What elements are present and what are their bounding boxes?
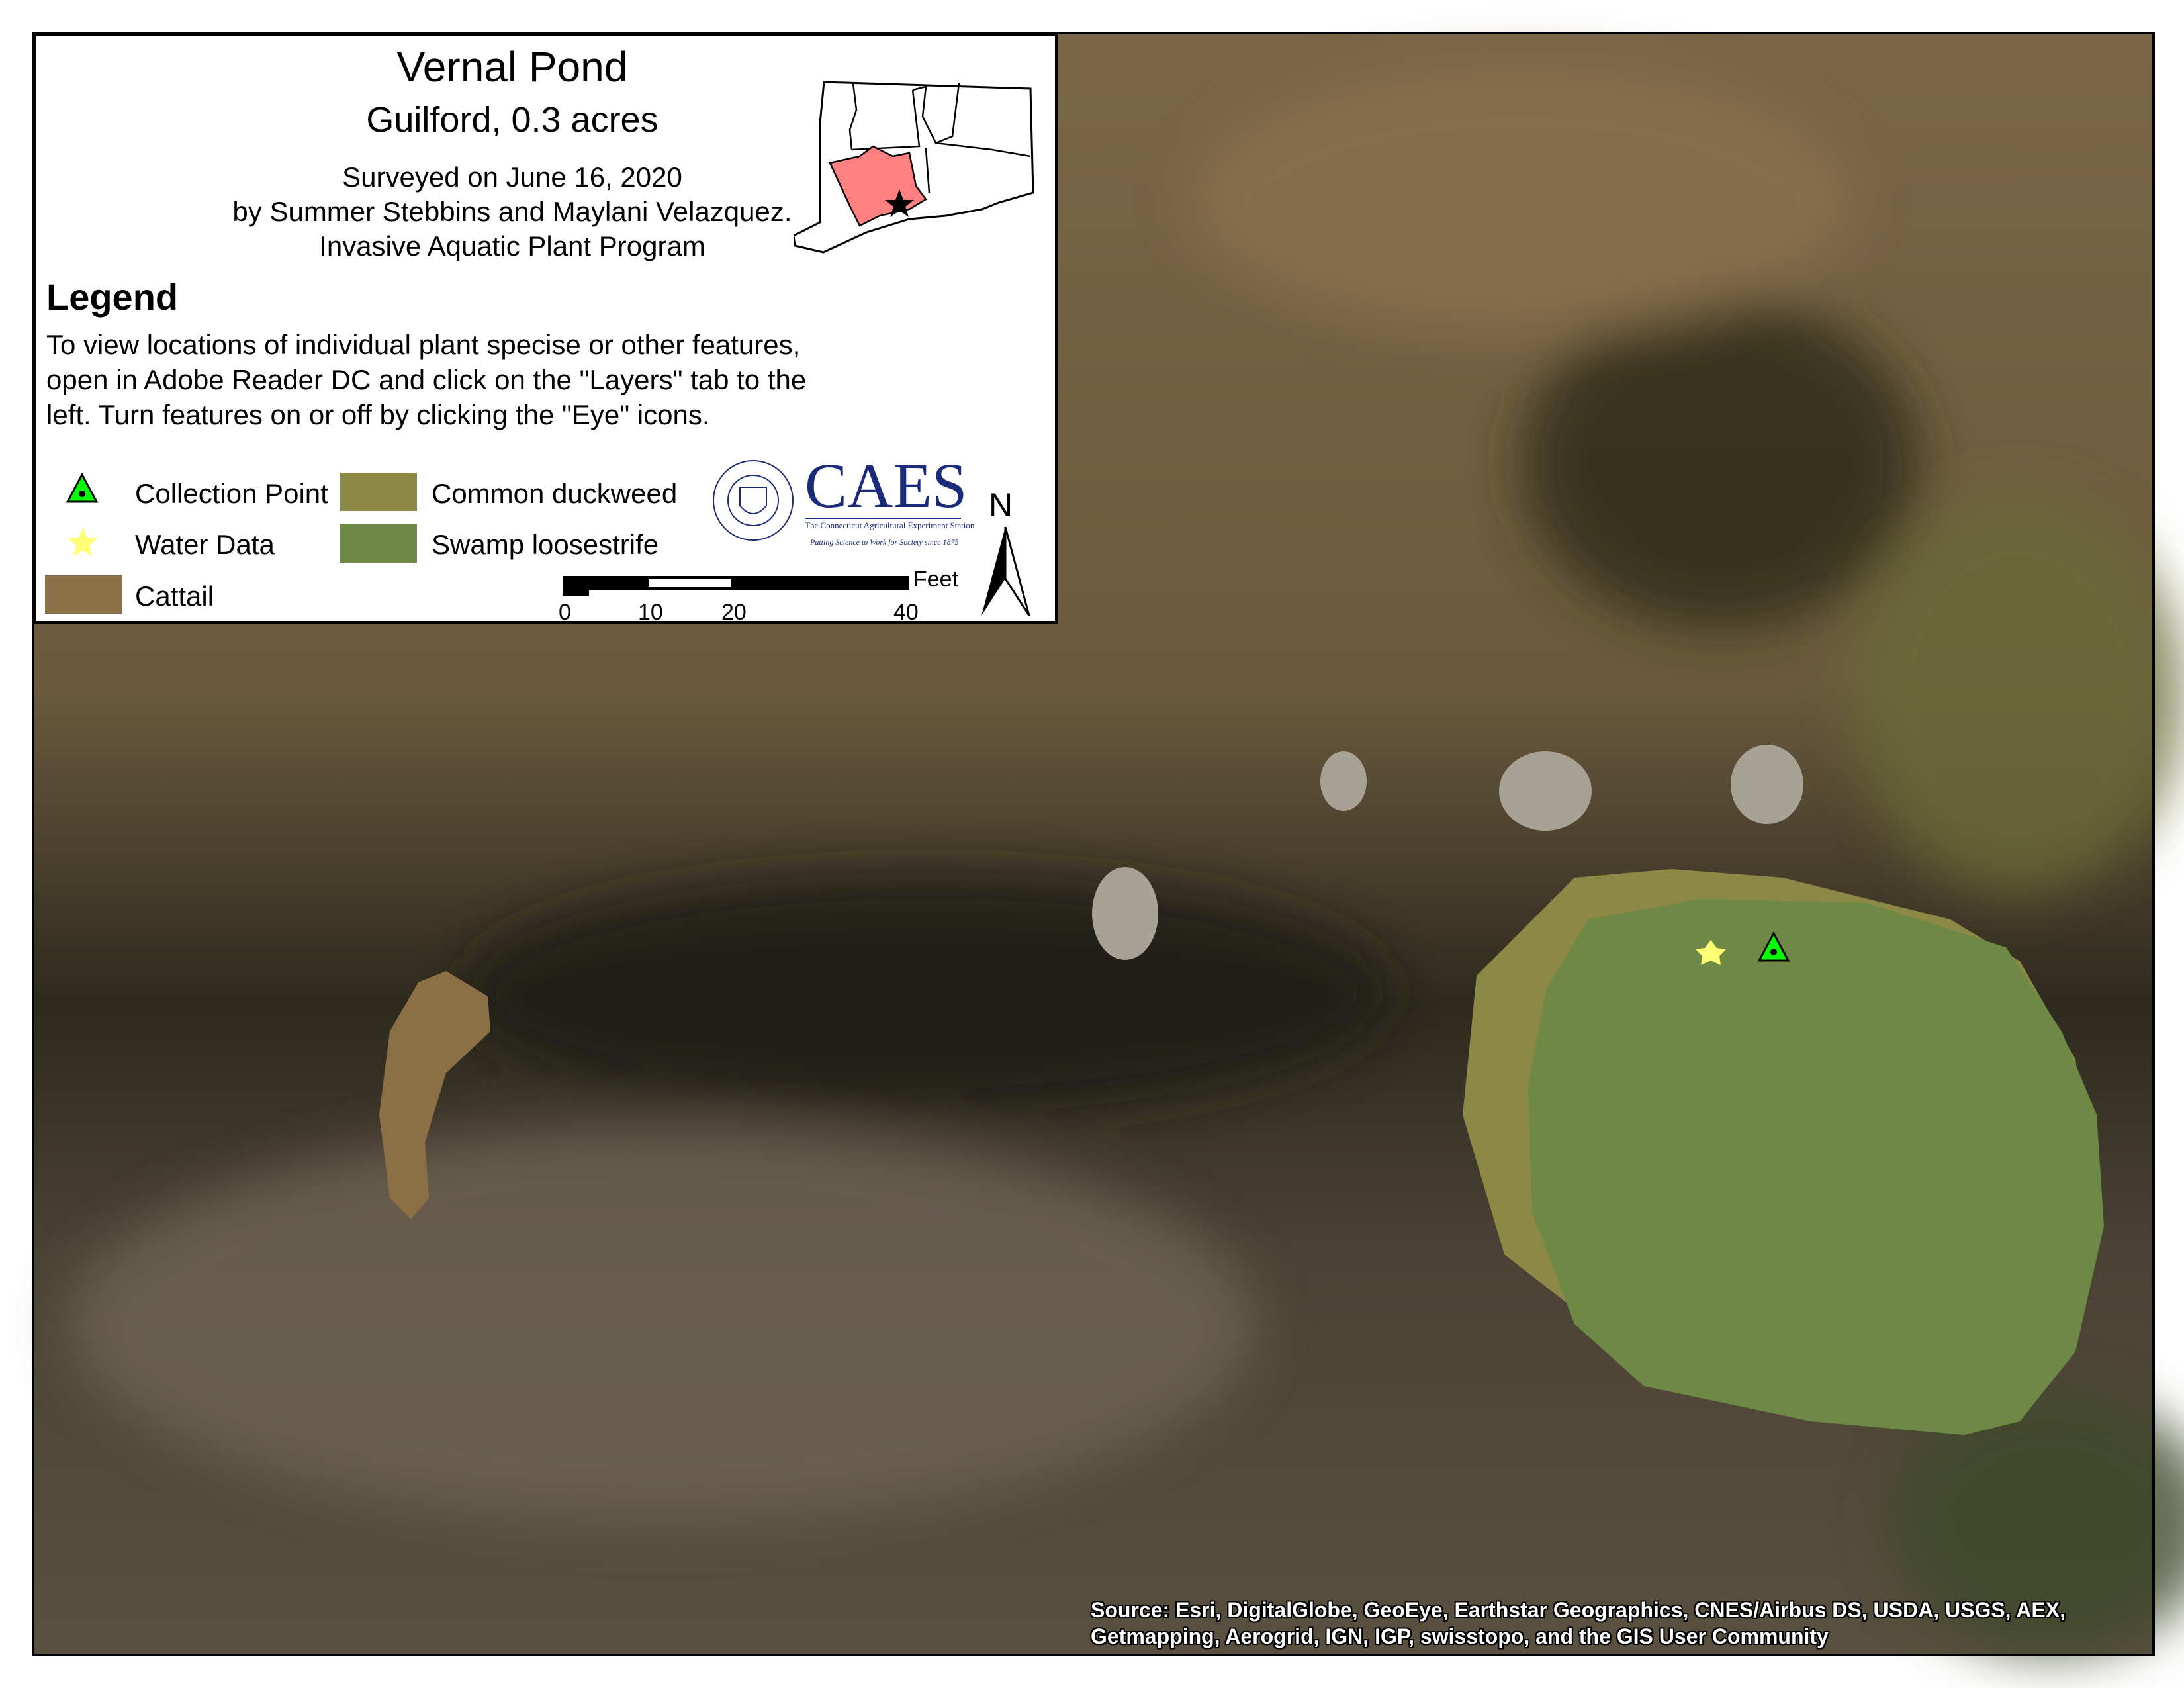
common-duckweed-swatch — [340, 473, 417, 511]
collection-point-legend-icon — [66, 473, 99, 503]
legend-label-collection-point: Collection Point — [135, 478, 328, 509]
attribution-line-2: Getmapping, Aerogrid, IGN, IGP, swisstop… — [1091, 1624, 1829, 1648]
legend-panel: Vernal Pond Guilford, 0.3 acres Surveyed… — [33, 33, 1058, 625]
location-star-icon — [885, 189, 914, 217]
surveyors: by Summer Stebbins and Maylani Velazquez… — [232, 196, 792, 227]
scale-unit: Feet — [913, 567, 959, 592]
cattail-swatch — [45, 575, 122, 614]
caes-logo-line2: Putting Science to Work for Society sinc… — [810, 538, 959, 547]
legend-label-common-duckweed: Common duckweed — [432, 478, 678, 509]
connecticut-inset-map — [794, 81, 1034, 254]
collection-point-icon[interactable] — [1757, 931, 1790, 962]
north-label: N — [989, 487, 1013, 524]
program-name: Invasive Aquatic Plant Program — [319, 230, 705, 261]
scale-tick-40: 40 — [893, 600, 919, 625]
scale-tick-10: 10 — [638, 600, 663, 625]
legend-label-cattail: Cattail — [135, 581, 214, 612]
imagery-attribution: Source: Esri, DigitalGlobe, GeoEye, Eart… — [1091, 1597, 2066, 1650]
map-subtitle: Guilford, 0.3 acres — [366, 100, 659, 140]
legend-label-swamp-loosestrife: Swamp loosestrife — [432, 529, 659, 560]
caes-seal-icon — [713, 460, 794, 541]
swamp-loosestrife-polygon[interactable] — [1528, 899, 2104, 1435]
legend-label-water-data: Water Data — [135, 529, 275, 560]
survey-date: Surveyed on June 16, 2020 — [342, 162, 682, 193]
map-title: Vernal Pond — [396, 43, 628, 91]
scale-tick-20: 20 — [721, 600, 747, 625]
caes-logo-text: CAES — [805, 450, 968, 521]
legend-heading: Legend — [46, 276, 179, 318]
north-arrow-icon — [981, 526, 1030, 616]
legend-description: To view locations of individual plant sp… — [46, 329, 807, 430]
caes-logo: CAES The Connecticut Agricultural Experi… — [711, 450, 1002, 552]
swamp-loosestrife-swatch — [340, 524, 417, 563]
cattail-polygon[interactable] — [379, 971, 490, 1219]
scale-tick-0: 0 — [559, 600, 571, 625]
aerial-imagery — [33, 33, 2184, 1655]
caes-logo-line1: The Connecticut Agricultural Experiment … — [805, 518, 974, 531]
water-data-legend-icon — [68, 527, 98, 557]
attribution-line-1: Source: Esri, DigitalGlobe, GeoEye, Eart… — [1091, 1598, 2066, 1622]
scale-bar: Feet 0 10 20 40 — [559, 567, 960, 629]
water-data-star-icon[interactable] — [1696, 940, 1726, 965]
